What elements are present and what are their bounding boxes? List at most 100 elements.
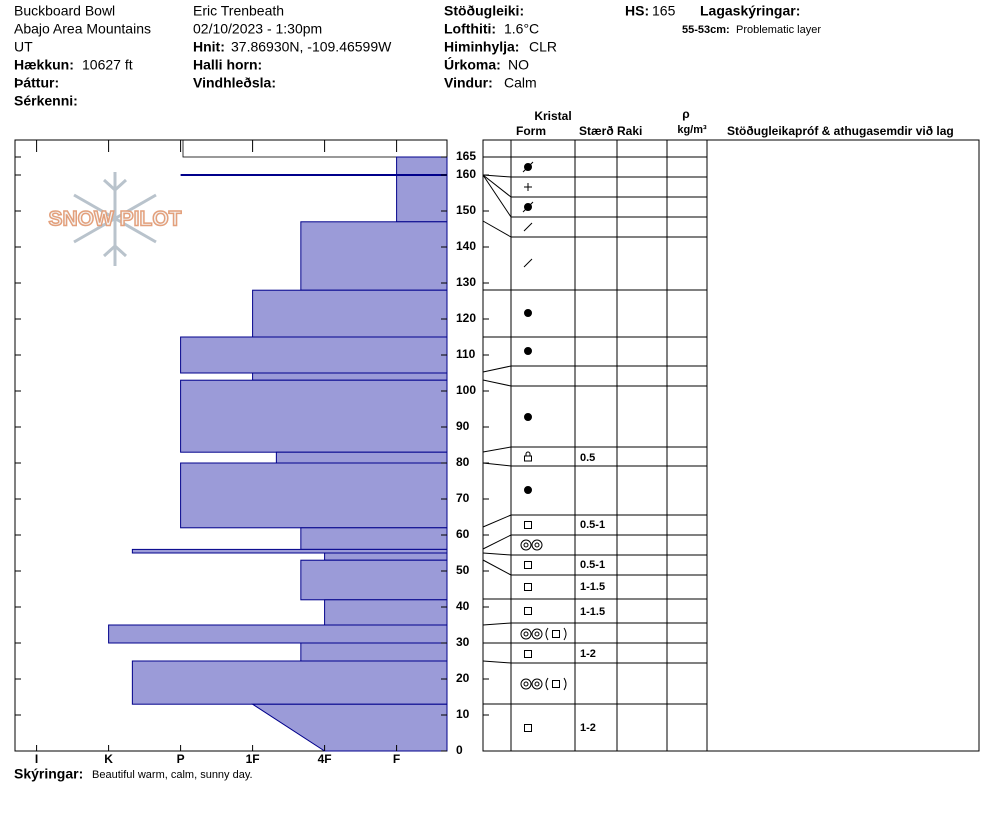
connector [482, 174, 512, 178]
layer-bar [300, 559, 448, 601]
paren [563, 627, 567, 641]
grain-icon [524, 486, 532, 494]
elevation: 10627 ft [82, 57, 133, 73]
grain-icon [524, 309, 532, 317]
y-tick-label: 50 [456, 563, 470, 577]
connector [482, 174, 512, 218]
features-label: Sérkenni: [14, 93, 78, 109]
coords: 37.86930N, -109.46599W [231, 39, 392, 55]
footer-text: Beautiful warm, calm, sunny day. [92, 769, 253, 781]
range: Abajo Area Mountains [14, 21, 151, 37]
y-tick-label: 80 [456, 455, 470, 469]
location: Buckboard Bowl [14, 3, 115, 19]
form-header: Form [516, 124, 546, 138]
layer-bar [131, 660, 448, 705]
connector [482, 446, 512, 453]
layer-bar [300, 527, 448, 550]
slope-label: Halli horn: [193, 57, 262, 73]
grain-size: 1-1.5 [580, 581, 605, 593]
ring [520, 628, 532, 640]
hs-label: HS: [625, 3, 649, 19]
connector [482, 462, 512, 467]
air-temp: 1.6°C [504, 21, 539, 37]
square [524, 583, 532, 591]
layer-note-range: 55-53cm: [682, 24, 730, 36]
y-tick-label: 165 [456, 149, 476, 163]
layer-bar [108, 624, 448, 644]
slash [522, 161, 534, 173]
connector [482, 220, 512, 238]
grain-icon [524, 724, 532, 732]
y-tick-label: 90 [456, 419, 470, 433]
grain-icon [524, 413, 532, 421]
grain-size: 1-2 [580, 648, 596, 660]
ring [531, 628, 543, 640]
y-tick-label: 70 [456, 491, 470, 505]
ring [531, 678, 543, 690]
grain-size: 0.5-1 [580, 559, 605, 571]
y-tick-label: 40 [456, 599, 470, 613]
square [524, 521, 532, 529]
lock [524, 455, 532, 462]
grain-icon [524, 521, 532, 529]
square [524, 561, 532, 569]
y-tick-label: 130 [456, 275, 476, 289]
connector [482, 534, 512, 550]
wind-label: Vindur: [444, 75, 493, 91]
wind-loading-label: Vindhleðsla: [193, 75, 276, 91]
hs: 165 [652, 3, 676, 19]
ring [523, 681, 529, 687]
layer-bar [180, 379, 448, 453]
slash [523, 258, 533, 268]
layer-bar [180, 336, 448, 374]
table-grid [482, 140, 708, 751]
layer-notes-label: Lagaskýringar: [700, 3, 800, 19]
connector [482, 622, 512, 626]
lock [525, 451, 531, 456]
dot [524, 347, 532, 355]
connector [482, 174, 512, 198]
x-tick-label: 1F [246, 752, 260, 766]
connector [482, 660, 512, 664]
dot [524, 486, 532, 494]
y-tick-label: 140 [456, 239, 476, 253]
layer-bar [180, 462, 448, 529]
layer-bar [250, 703, 448, 752]
dot [524, 413, 532, 421]
y-tick-label: 20 [456, 671, 470, 685]
state: UT [14, 39, 33, 55]
y-tick-label: 150 [456, 203, 476, 217]
y-tick-label: 0 [456, 743, 463, 757]
y-tick-label: 60 [456, 527, 470, 541]
grain-icon [522, 161, 534, 173]
square [524, 650, 532, 658]
grain-icon [520, 627, 567, 641]
ring [520, 539, 532, 551]
density-unit: kg/m³ [677, 124, 707, 136]
layer-note-text: Problematic layer [736, 24, 821, 36]
connector [482, 379, 512, 387]
grain-icon [523, 258, 533, 268]
layer-bar [324, 552, 448, 561]
moisture-header: Raki [617, 124, 642, 138]
logo [73, 172, 157, 266]
grain-icon [524, 451, 532, 462]
x-tick-label: P [177, 752, 185, 766]
connector [482, 514, 512, 528]
paren [563, 677, 567, 691]
square [524, 607, 532, 615]
layer-bar [324, 599, 448, 626]
layer-bar [131, 548, 448, 554]
slash [522, 201, 534, 213]
grain-icon [520, 677, 567, 691]
elevation-label: Hækkun: [14, 57, 74, 73]
layer-bar [300, 642, 448, 662]
density-symbol: ρ [682, 107, 689, 121]
paren [545, 677, 549, 691]
y-tick-label: 30 [456, 635, 470, 649]
grain-size: 1-1.5 [580, 606, 605, 618]
ring [534, 542, 540, 548]
y-tick-label: 110 [456, 347, 476, 361]
square [524, 724, 532, 732]
